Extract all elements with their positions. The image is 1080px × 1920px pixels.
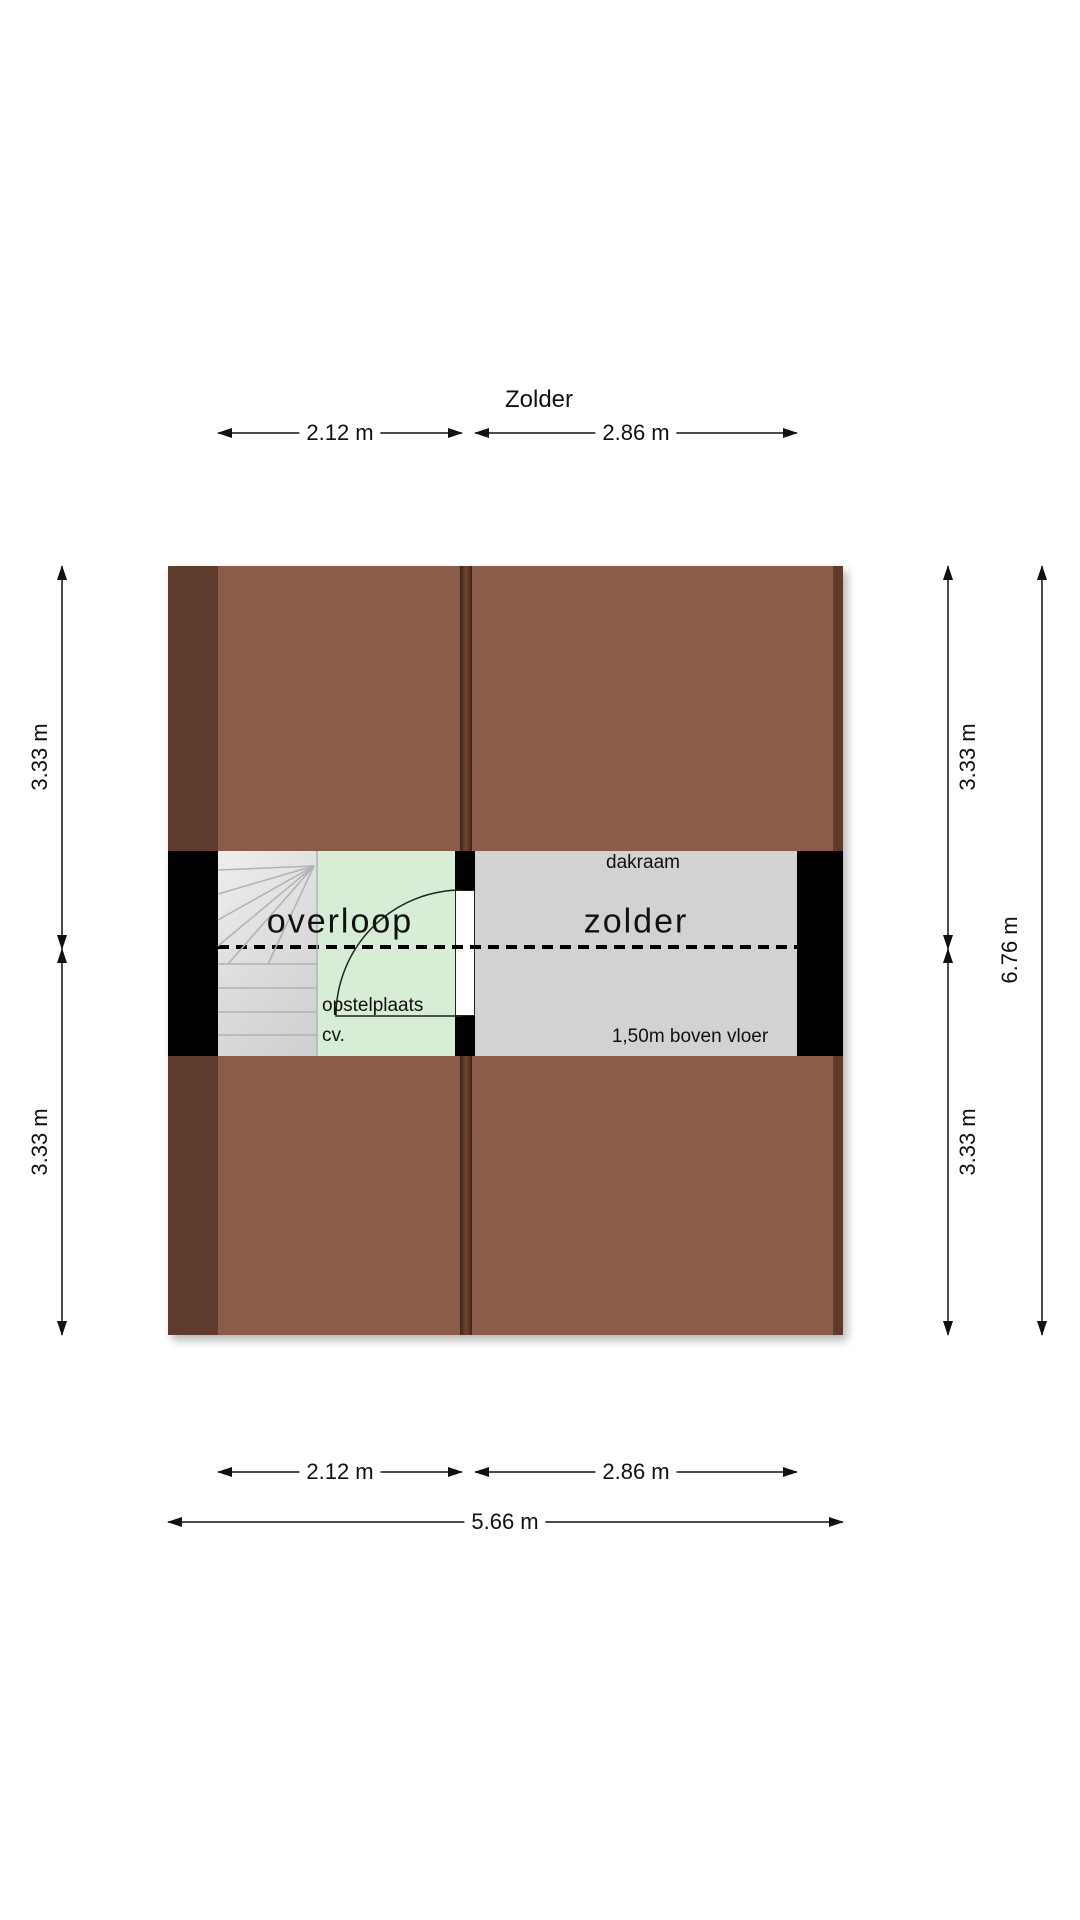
roof-edge-right (833, 566, 843, 851)
headroom-dashed-line (218, 945, 797, 949)
label-cv: cv. (322, 1025, 345, 1046)
wall-divider-bottom (455, 1016, 475, 1056)
roof-edge-left (168, 1056, 218, 1335)
page-title: Zolder (504, 386, 574, 413)
dim-left-upper: 3.33 m (26, 723, 52, 791)
wall-divider-top (455, 851, 475, 890)
room-zolder (475, 851, 797, 1056)
roof-seam (460, 566, 472, 851)
dim-left-lower: 3.33 m (26, 1108, 52, 1176)
dim-bottom-total: 5.66 m (464, 1509, 546, 1535)
dim-bottom-left: 2.12 m (299, 1459, 381, 1485)
roof-upper (168, 566, 843, 851)
wall-left (168, 851, 218, 1056)
label-dakraam: dakraam (606, 852, 680, 873)
dim-top-left: 2.12 m (299, 420, 381, 446)
roof-seam (460, 1056, 472, 1335)
dim-right-total: 6.76 m (996, 916, 1022, 984)
wall-right (797, 851, 843, 1056)
door (455, 890, 475, 1016)
label-overloop: overloop (266, 902, 414, 941)
dim-right-lower: 3.33 m (954, 1108, 980, 1176)
roof-edge-left (168, 566, 218, 851)
label-zolder: zolder (583, 902, 689, 941)
dim-right-upper: 3.33 m (954, 723, 980, 791)
dim-top-right: 2.86 m (595, 420, 677, 446)
label-boven-vloer: 1,50m boven vloer (611, 1026, 769, 1047)
roof-lower (168, 1056, 843, 1335)
roof-edge-right (833, 1056, 843, 1335)
attic-floorplan: dakraam zolder overloop opstelplaats cv.… (168, 566, 843, 1335)
staircase (218, 851, 317, 1056)
label-opstelplaats: opstelplaats (322, 995, 424, 1016)
dim-bottom-right: 2.86 m (595, 1459, 677, 1485)
